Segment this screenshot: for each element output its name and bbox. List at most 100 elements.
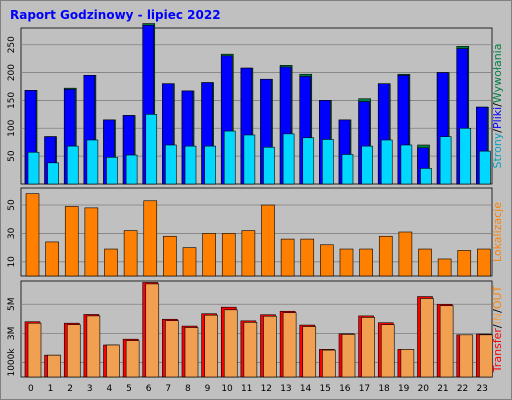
sites-bar [182,247,197,277]
pages-bar [145,114,158,185]
kbin-bar [106,344,120,378]
panel-0-ytick-label: 250 [7,36,17,53]
sites-bar [163,235,177,277]
x-tick-label: 20 [418,384,430,394]
kbin-bar [27,322,42,378]
pages-bar [243,134,256,185]
x-tick-label: 7 [165,384,171,394]
kbin-bar [420,298,434,378]
pages-bar [106,156,118,185]
kbin-bar [263,315,277,378]
pages-bar [66,145,79,185]
pages-bar [420,168,432,185]
kbin-bar [400,349,415,378]
sites-bar [300,238,315,277]
kbin-bar [125,340,140,378]
x-tick-label: 22 [457,384,468,394]
sites-bar [241,230,256,277]
panel-0-ytick-label: 150 [7,92,17,109]
x-tick-label: 8 [185,384,191,394]
pages-bar [341,154,354,185]
sites-bar [378,235,393,277]
x-tick-label: 11 [241,384,252,394]
kbin-bar [145,283,160,378]
pages-bar [380,139,393,185]
legend-part: Wywołania [491,44,504,104]
legend-part: Strony [491,132,504,168]
panel-2-ytick-label: 5M [7,298,17,312]
sites-bar [280,238,295,277]
x-tick-label: 0 [28,384,34,394]
panel-0-frame [20,27,493,185]
kbin-bar [47,354,61,378]
sites-bar [437,258,452,277]
x-tick-label: 19 [398,384,410,394]
panel-1-ytick-label: 10 [7,256,17,268]
x-tick-label: 6 [146,384,152,394]
legend-part: / [491,129,504,133]
panel-0-ytick-label: 200 [7,64,17,81]
pages-bar [165,144,177,185]
panel-1-ytick-label: 50 [7,199,17,211]
sites-bar [143,200,158,277]
kbin-bar [361,317,375,378]
x-tick-label: 9 [205,384,211,394]
pages-bar [400,144,413,185]
x-tick-label: 18 [378,384,390,394]
panel-1-frame [20,187,493,277]
pages-bar [263,146,275,185]
kbin-bar [204,314,218,378]
x-tick-label: 10 [221,384,233,394]
kbin-bar [243,322,258,378]
kbin-bar [380,324,395,378]
legend-part: OUT [491,285,504,309]
kbin-bar [66,324,81,378]
x-tick-label: 5 [126,384,132,394]
sites-bar [359,248,373,277]
pages-bar [86,139,99,185]
panel-1-ytick-label: 30 [7,227,17,239]
panel-2-legend: Transfer/IN/OUT [491,285,504,373]
pages-bar [302,137,315,185]
panel-0-ytick-label: 50 [7,150,17,162]
panel-0-legend: Strony/Pliki/Wywołania [491,44,504,169]
kbin-bar [479,334,493,378]
sites-bar [25,193,40,277]
kbin-bar [165,320,179,378]
pages-bar [282,133,295,185]
legend-part: IN [491,313,504,324]
sites-bar [398,231,413,277]
sites-bar [261,204,275,277]
x-tick-label: 17 [359,384,370,394]
sites-bar [320,244,334,277]
kbin-bar [439,305,454,378]
chart-title: Raport Godzinowy - lipiec 2022 [10,8,221,22]
kbin-bar [341,334,356,378]
sites-bar [339,248,354,277]
legend-part: Lokalizacje [491,202,504,262]
x-tick-label: 2 [67,384,73,394]
panel-2-ytick-label: 3M [7,327,17,341]
pages-bar [459,127,472,185]
kbin-bar [282,312,297,378]
x-tick-label: 12 [261,384,272,394]
pages-bar [479,150,491,185]
sites-bar [45,241,59,277]
sites-bar [202,233,216,277]
pages-bar [322,139,334,185]
kbin-bar [459,334,474,378]
kbin-bar [302,326,317,378]
kbin-bar [184,327,199,378]
panel-0-ytick-label: 100 [7,119,17,136]
kbin-bar [322,349,336,378]
kbin-bar [86,315,101,378]
sites-bar [477,248,491,277]
x-tick-label: 21 [437,384,448,394]
x-tick-label: 13 [280,384,291,394]
legend-part: Pliki [491,107,504,129]
sites-bar [64,206,79,277]
sites-bar [104,248,118,277]
pages-bar [204,145,216,185]
x-tick-label: 15 [319,384,330,394]
sites-bar [84,207,99,277]
